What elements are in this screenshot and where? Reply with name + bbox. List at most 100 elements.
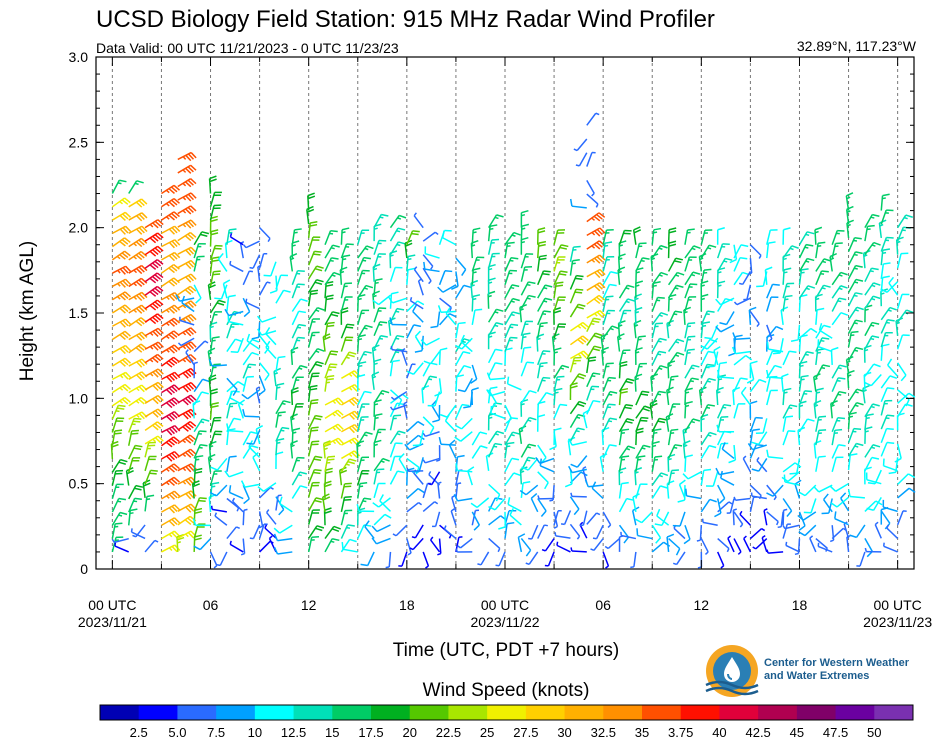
wind-barb (520, 209, 529, 228)
barb-staff (749, 484, 762, 497)
barb-feather (391, 291, 399, 295)
wind-barb (161, 225, 181, 235)
barb-staff (637, 534, 653, 540)
wind-barb (356, 503, 375, 513)
barb-staff (702, 521, 718, 526)
barb-half-feather (409, 297, 413, 301)
wind-barb (519, 303, 527, 323)
barb-feather (366, 245, 374, 250)
barb-half-feather (182, 169, 187, 173)
wind-barb (782, 415, 794, 432)
barb-staff (434, 511, 441, 527)
wind-barb (357, 309, 370, 326)
barb-half-feather (570, 547, 573, 552)
barb-feather (576, 274, 584, 278)
wind-barb (265, 340, 277, 360)
barb-half-feather (739, 523, 744, 528)
barb-feather (138, 333, 145, 340)
wind-barb (570, 547, 587, 553)
barb-feather (322, 496, 331, 501)
barb-half-feather (364, 247, 369, 251)
barb-staff (571, 441, 587, 446)
colorbar-tick-label: 30 (557, 725, 571, 740)
wind-barb (840, 492, 850, 512)
wind-barb (880, 331, 893, 348)
wind-barb (441, 230, 457, 246)
barb-half-feather (472, 271, 477, 274)
barb-half-feather (291, 244, 296, 247)
barb-feather (872, 444, 881, 448)
barb-half-feather (747, 272, 752, 276)
barb-feather (818, 415, 827, 418)
barb-staff (686, 495, 702, 500)
barb-feather (518, 533, 526, 538)
barb-staff (487, 362, 496, 377)
wind-barb (128, 291, 148, 302)
wind-barb (733, 403, 746, 419)
wind-barb (471, 308, 483, 326)
barb-staff (487, 389, 497, 404)
wind-barb (373, 468, 385, 485)
barb-feather (640, 393, 649, 396)
barb-feather (289, 252, 298, 258)
barb-feather (702, 321, 711, 325)
barb-staff (255, 429, 261, 445)
barb-half-feather (707, 247, 712, 250)
barb-feather (626, 497, 634, 501)
barb-feather (872, 295, 881, 300)
barb-staff (831, 525, 835, 541)
barb-feather (182, 372, 189, 379)
colorbar-frame (99, 704, 914, 721)
wind-barb (684, 245, 701, 259)
barb-staff (451, 497, 457, 513)
barb-staff (275, 275, 278, 291)
wind-barb (651, 440, 660, 459)
barb-half-feather (617, 337, 622, 341)
barb-feather (453, 493, 459, 502)
barb-feather (173, 277, 180, 284)
barb-staff (437, 483, 441, 499)
x-tick-label: 00 UTC (88, 597, 136, 613)
wind-barb (128, 384, 148, 394)
wind-barb (766, 389, 778, 406)
wind-barb (389, 307, 405, 323)
barb-half-feather (165, 202, 170, 207)
barb-half-feather (846, 210, 851, 214)
barb-feather (519, 489, 527, 496)
barb-staff (578, 152, 588, 167)
barb-half-feather (800, 271, 805, 274)
wind-barb (488, 214, 504, 229)
barb-feather (486, 389, 492, 397)
wind-barb (486, 372, 506, 381)
barb-feather (620, 387, 629, 391)
barb-half-feather (209, 445, 214, 448)
barb-half-feather (345, 356, 350, 359)
barb-half-feather (358, 364, 363, 368)
barb-half-feather (208, 352, 213, 355)
colorbar-swatch (835, 705, 875, 720)
wind-barb (586, 240, 606, 250)
wind-barb (209, 244, 223, 261)
barb-feather (118, 461, 126, 465)
wind-barb (291, 283, 305, 299)
wind-barb (780, 373, 789, 392)
wind-barb (553, 270, 568, 286)
colorbar-swatch (100, 705, 140, 720)
barb-staff (266, 512, 277, 525)
colorbar-swatch (796, 705, 837, 720)
barb-feather (174, 371, 181, 379)
wind-barb (667, 310, 683, 326)
wind-barb (815, 307, 825, 325)
barb-half-feather (264, 524, 268, 529)
barb-half-feather (653, 431, 658, 434)
barb-staff (291, 485, 301, 499)
wind-barb (732, 508, 737, 526)
wind-barb (177, 273, 197, 283)
barb-feather (119, 511, 128, 516)
barb-feather (187, 464, 194, 472)
wind-barb (455, 482, 462, 499)
barb-half-feather (117, 500, 122, 503)
wind-barb (161, 197, 180, 208)
wind-barb (651, 281, 661, 299)
barb-feather (124, 357, 132, 364)
